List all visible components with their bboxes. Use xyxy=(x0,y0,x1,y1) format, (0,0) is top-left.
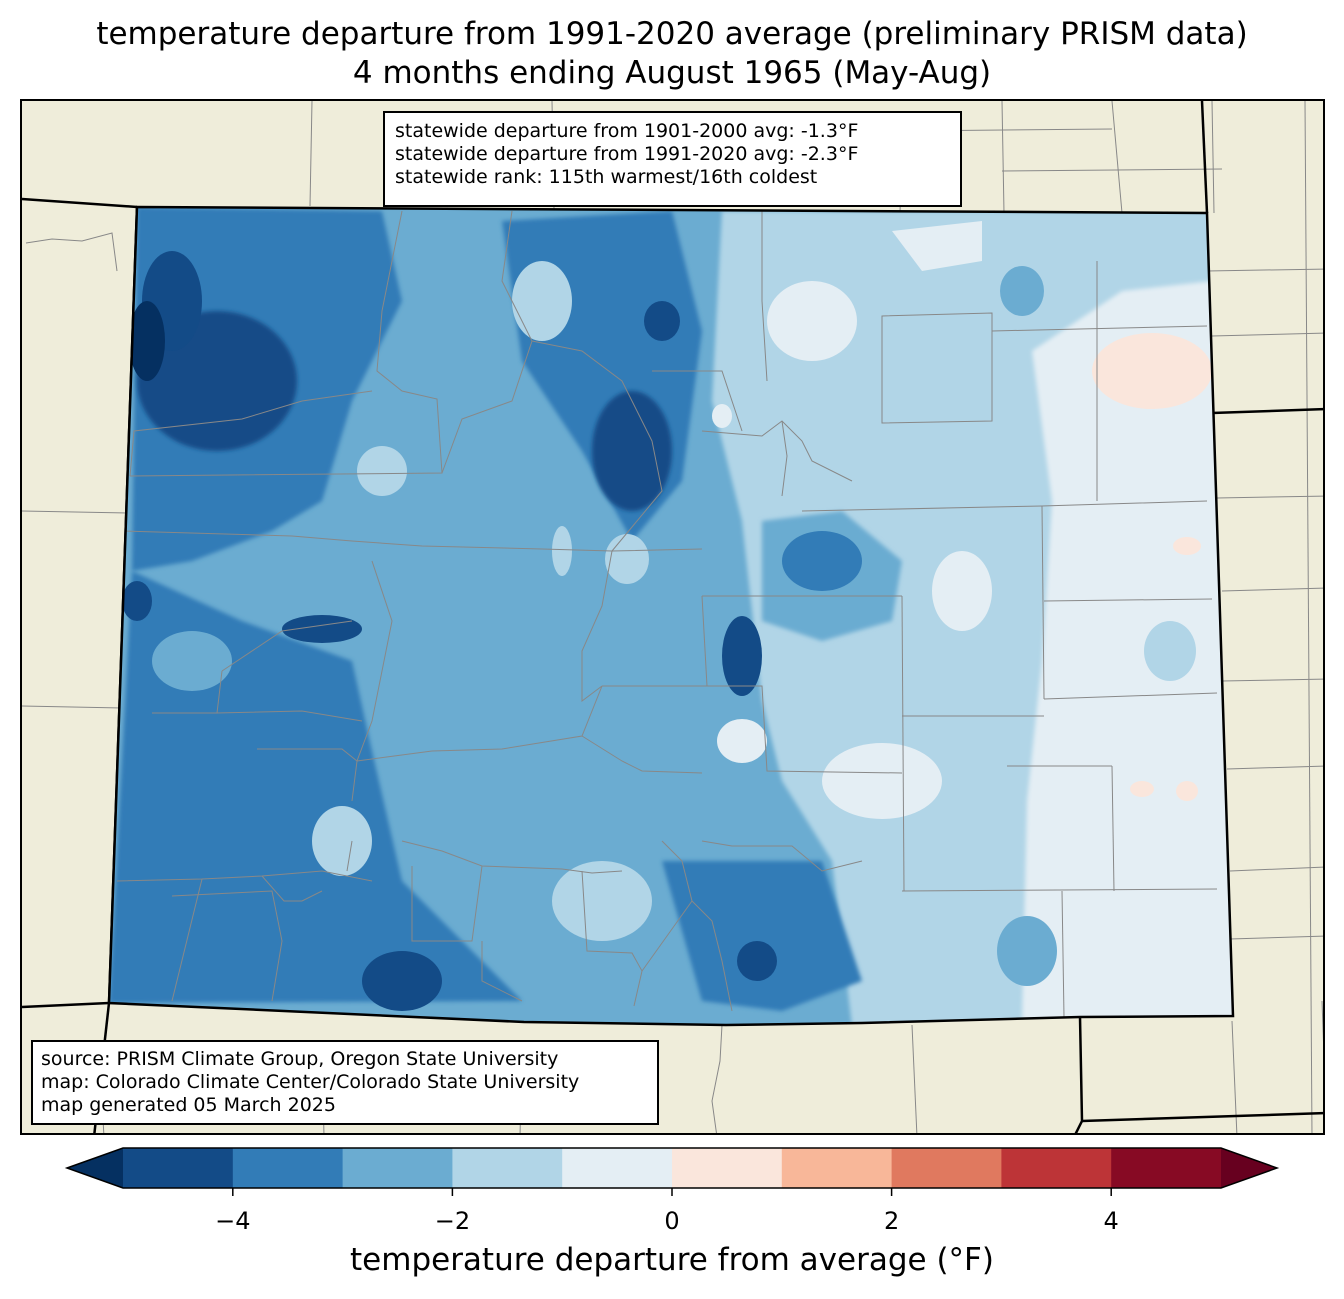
stats-rank: statewide rank: 115th warmest/16th colde… xyxy=(395,166,818,188)
map-title-line-1: temperature departure from 1991-2020 ave… xyxy=(96,16,1248,52)
colorbar-bin xyxy=(342,1148,453,1188)
colorbar-over-arrow xyxy=(1221,1148,1277,1188)
colorbar-tick-label: 4 xyxy=(1104,1207,1119,1235)
map-panel xyxy=(20,99,1325,1135)
colorbar-bin xyxy=(1111,1148,1222,1188)
source-line: source: PRISM Climate Group, Oregon Stat… xyxy=(41,1048,559,1070)
colorbar-ticks: −4 −2 0 2 4 xyxy=(215,1188,1119,1235)
temperature-field xyxy=(109,207,1233,1025)
colorbar-outline xyxy=(64,1147,1280,1189)
colorbar-bin xyxy=(123,1148,234,1188)
colorbar-bin xyxy=(1001,1148,1112,1188)
colorbar-bin xyxy=(562,1148,673,1188)
colorbar-tick-label: 0 xyxy=(664,1207,679,1235)
generated-date-line: map generated 05 March 2025 xyxy=(41,1094,336,1116)
colorbar-bin xyxy=(452,1148,563,1188)
colorbar-tick-label: −2 xyxy=(435,1207,470,1235)
colorado-county-lines xyxy=(116,210,1218,1018)
map-title-line-2: 4 months ending August 1965 (May-Aug) xyxy=(352,55,992,91)
colorbar-bin xyxy=(891,1148,1002,1188)
colorbar-tick-label: −4 xyxy=(215,1207,250,1235)
colorado-border xyxy=(107,205,1235,1027)
colorbar-bin xyxy=(672,1148,783,1188)
colorado-temperature-map xyxy=(22,101,1323,1133)
map-credit-line: map: Colorado Climate Center/Colorado St… xyxy=(41,1071,580,1093)
colorbar-tick-label: 2 xyxy=(884,1207,899,1235)
colorbar-under-arrow xyxy=(67,1148,123,1188)
statewide-stats-box: statewide departure from 1901-2000 avg: … xyxy=(383,111,962,207)
colorbar-label: temperature departure from average (°F) xyxy=(350,1242,994,1278)
source-credit-box: source: PRISM Climate Group, Oregon Stat… xyxy=(31,1040,659,1125)
stats-departure-1991-2020: statewide departure from 1991-2020 avg: … xyxy=(395,143,859,165)
colorbar-bin xyxy=(781,1148,893,1188)
colorbar: −4 −2 0 2 4 xyxy=(64,1147,1280,1235)
stats-departure-1901-2000: statewide departure from 1901-2000 avg: … xyxy=(395,120,859,142)
colorbar-bin xyxy=(232,1148,344,1188)
colorbar-bins xyxy=(123,1148,1222,1188)
